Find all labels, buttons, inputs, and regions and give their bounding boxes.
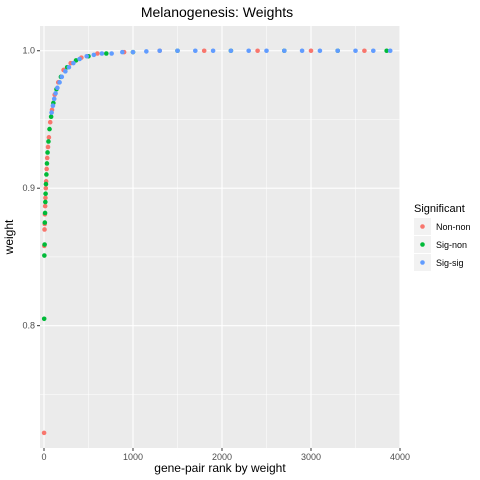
data-point-2-10 xyxy=(77,56,82,62)
x-axis-title: gene-pair rank by weight xyxy=(154,461,286,475)
data-point-1-0 xyxy=(41,316,47,322)
data-point-0-26 xyxy=(362,48,367,54)
data-point-2-9 xyxy=(71,60,76,66)
data-point-1-7 xyxy=(43,181,49,187)
data-point-1-20 xyxy=(104,51,109,56)
data-point-0-25 xyxy=(308,48,314,54)
data-point-2-16 xyxy=(130,49,136,55)
data-point-2-20 xyxy=(193,48,198,54)
data-point-2-12 xyxy=(91,52,97,58)
x-axis: 0 1000 2000 3000 4000 xyxy=(41,448,410,462)
y-tick-label: 0.9 xyxy=(22,183,35,193)
data-point-2-31 xyxy=(387,48,393,54)
data-point-0-0 xyxy=(41,430,47,436)
data-point-1-4 xyxy=(42,210,48,216)
data-point-2-25 xyxy=(282,48,287,54)
data-point-1-9 xyxy=(44,161,50,166)
data-point-2-0 xyxy=(49,110,54,115)
data-point-2-5 xyxy=(57,80,62,85)
data-point-1-3 xyxy=(42,220,48,225)
data-point-2-7 xyxy=(63,69,68,74)
data-point-1-8 xyxy=(44,172,49,177)
data-point-2-8 xyxy=(66,64,72,70)
data-point-2-21 xyxy=(210,48,216,54)
data-point-0-2 xyxy=(42,227,47,232)
x-tick-label: 4000 xyxy=(390,452,410,462)
major-grid xyxy=(40,26,401,448)
y-tick-label: 1.0 xyxy=(22,46,35,56)
data-point-0-10 xyxy=(44,155,50,161)
x-tick-label: 2000 xyxy=(212,452,232,462)
data-point-2-18 xyxy=(157,48,163,54)
data-point-2-17 xyxy=(144,49,149,54)
minor-grid xyxy=(40,26,400,448)
legend: Significant Non-non Sig-non Sig-sig xyxy=(414,203,471,271)
y-tick-label: 0.8 xyxy=(22,321,35,331)
legend-label-0: Non-non xyxy=(436,222,471,232)
data-point-0-20 xyxy=(95,51,100,56)
data-point-2-2 xyxy=(51,96,57,102)
data-point-1-26 xyxy=(384,48,389,54)
data-point-2-14 xyxy=(109,51,114,56)
plot-background xyxy=(40,26,400,448)
data-point-2-15 xyxy=(120,49,125,55)
legend-swatch-2 xyxy=(420,260,425,265)
data-point-2-30 xyxy=(371,48,376,54)
data-points xyxy=(41,48,393,436)
data-point-0-13 xyxy=(47,119,53,125)
legend-label-2: Sig-sig xyxy=(436,258,464,268)
legend-label-1: Sig-non xyxy=(436,240,467,250)
data-point-2-27 xyxy=(317,48,323,54)
data-point-2-24 xyxy=(264,48,269,54)
data-point-1-11 xyxy=(46,139,51,144)
data-point-2-11 xyxy=(84,53,90,59)
y-axis-title: weight xyxy=(2,219,16,255)
data-point-0-24 xyxy=(255,48,260,54)
data-point-2-26 xyxy=(299,48,305,54)
data-point-1-1 xyxy=(42,253,47,258)
data-point-2-1 xyxy=(50,103,56,109)
data-point-2-23 xyxy=(246,48,252,54)
data-point-1-12 xyxy=(47,126,52,132)
data-point-0-7 xyxy=(43,185,49,191)
data-point-2-28 xyxy=(335,48,341,54)
legend-title: Significant xyxy=(414,203,465,215)
chart-title: Melanogenesis: Weights xyxy=(141,4,293,20)
data-point-2-22 xyxy=(228,48,234,54)
legend-swatch-1 xyxy=(420,242,425,247)
data-point-2-3 xyxy=(53,91,58,96)
data-point-2-4 xyxy=(55,85,60,91)
data-point-0-5 xyxy=(42,203,48,209)
plot-panel xyxy=(40,26,401,448)
y-axis: 0.8 0.9 1.0 xyxy=(22,46,40,331)
data-point-1-13 xyxy=(48,114,54,120)
data-point-0-12 xyxy=(46,135,52,140)
data-point-1-2 xyxy=(42,242,47,247)
data-point-0-23 xyxy=(201,48,207,54)
data-point-1-10 xyxy=(45,150,50,155)
data-point-1-5 xyxy=(43,199,48,205)
data-point-1-6 xyxy=(43,191,48,197)
data-point-2-13 xyxy=(99,51,105,56)
x-tick-label: 1000 xyxy=(123,452,143,462)
data-point-0-11 xyxy=(45,144,51,150)
x-tick-label: 0 xyxy=(41,452,46,462)
data-point-2-6 xyxy=(59,74,65,80)
x-tick-label: 3000 xyxy=(301,452,321,462)
data-point-0-9 xyxy=(44,166,49,172)
data-point-2-29 xyxy=(353,48,358,54)
data-point-2-19 xyxy=(175,48,180,54)
legend-swatch-0 xyxy=(420,224,425,229)
data-point-0-6 xyxy=(43,195,48,201)
